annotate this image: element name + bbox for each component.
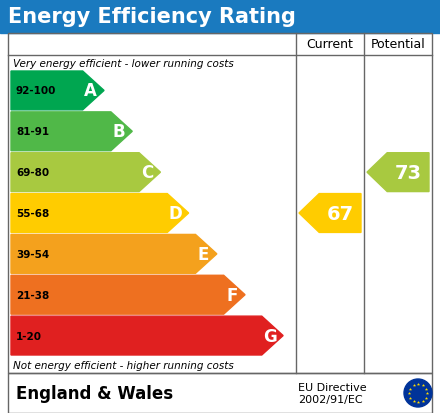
Bar [8, 373, 432, 413]
Circle shape [404, 379, 432, 407]
Text: A: A [84, 82, 97, 100]
Text: Not energy efficient - higher running costs: Not energy efficient - higher running co… [13, 360, 234, 370]
Polygon shape [11, 275, 245, 314]
Text: Potential: Potential [370, 38, 425, 51]
Bar [0, 0, 440, 34]
Bar [8, 34, 432, 373]
Text: F: F [226, 286, 238, 304]
Text: 92-100: 92-100 [16, 86, 56, 96]
Polygon shape [11, 72, 104, 111]
Text: 21-38: 21-38 [16, 290, 49, 300]
Text: Current: Current [307, 38, 353, 51]
Bar [8, 373, 432, 413]
Polygon shape [11, 153, 161, 192]
Polygon shape [367, 153, 429, 192]
Text: 39-54: 39-54 [16, 249, 49, 259]
Text: C: C [141, 164, 153, 182]
Text: 2002/91/EC: 2002/91/EC [298, 394, 363, 404]
Text: England & Wales: England & Wales [16, 384, 173, 402]
Text: 81-91: 81-91 [16, 127, 49, 137]
Text: EU Directive: EU Directive [298, 382, 367, 392]
Text: B: B [113, 123, 125, 141]
Polygon shape [11, 194, 189, 233]
Text: 69-80: 69-80 [16, 168, 49, 178]
Text: E: E [198, 245, 209, 263]
Text: 67: 67 [326, 204, 354, 223]
Text: Energy Efficiency Rating: Energy Efficiency Rating [8, 7, 296, 27]
Text: G: G [263, 327, 277, 345]
Polygon shape [11, 235, 217, 274]
Text: 73: 73 [395, 163, 422, 182]
Text: D: D [169, 204, 182, 223]
Text: Very energy efficient - lower running costs: Very energy efficient - lower running co… [13, 59, 234, 69]
Polygon shape [11, 316, 283, 355]
Text: 55-68: 55-68 [16, 209, 49, 218]
Polygon shape [11, 113, 132, 151]
Polygon shape [299, 194, 361, 233]
Text: 1-20: 1-20 [16, 331, 42, 341]
